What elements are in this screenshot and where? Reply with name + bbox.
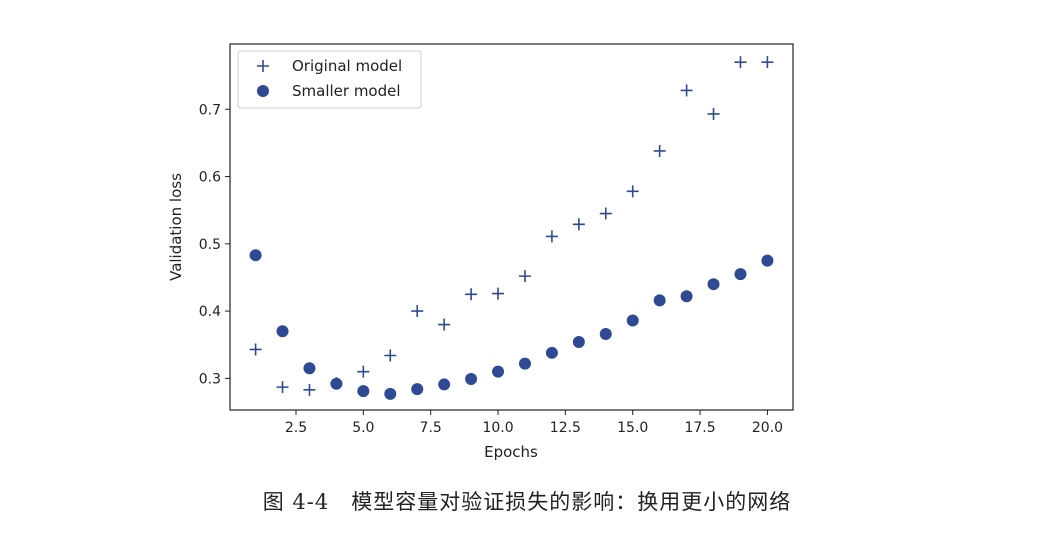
point-smaller-model [761, 254, 774, 267]
legend-marker-smaller-model [257, 85, 269, 97]
x-tick-label: 15.0 [617, 420, 648, 436]
point-smaller-model [653, 294, 666, 307]
point-smaller-model [465, 373, 478, 386]
y-axis: 0.3 0.4 0.5 0.6 0.7 [199, 102, 230, 387]
point-original-model [411, 305, 424, 318]
y-tick-label: 0.3 [199, 371, 221, 387]
point-smaller-model [384, 387, 397, 400]
point-smaller-model [276, 325, 289, 338]
point-smaller-model [411, 383, 424, 396]
point-original-model [761, 56, 774, 69]
series-original-model [249, 56, 774, 396]
x-tick-label: 20.0 [752, 420, 783, 436]
y-tick-label: 0.7 [199, 102, 221, 118]
point-original-model [465, 288, 478, 301]
point-smaller-model [626, 314, 639, 327]
point-smaller-model [330, 377, 343, 390]
point-smaller-model [680, 290, 693, 303]
point-original-model [384, 349, 397, 362]
point-smaller-model [599, 327, 612, 340]
legend-marker-original-model [257, 60, 269, 72]
point-smaller-model [734, 268, 747, 281]
point-smaller-model [249, 249, 262, 262]
series-smaller-model [249, 249, 774, 400]
point-original-model [492, 287, 505, 300]
point-smaller-model [492, 365, 505, 378]
point-original-model [518, 270, 531, 283]
x-axis-label: Epochs [484, 443, 538, 461]
point-smaller-model [518, 357, 531, 370]
point-smaller-model [572, 336, 585, 349]
point-smaller-model [707, 278, 720, 291]
chart: 2.5 5.0 7.5 10.0 12.5 15.0 17.5 20.0 0.30.40.50… [167, 43, 794, 461]
x-tick-label: 10.0 [482, 420, 513, 436]
point-original-model [545, 230, 558, 243]
point-original-model [249, 343, 262, 356]
y-axis-label: Validation loss [167, 173, 185, 281]
point-original-model [653, 144, 666, 157]
point-original-model [438, 318, 451, 331]
point-original-model [572, 218, 585, 231]
point-smaller-model [303, 362, 316, 375]
legend-label-smaller-model: Smaller model [292, 82, 401, 100]
point-smaller-model [357, 385, 370, 398]
point-original-model [303, 383, 316, 396]
y-tick-label: 0.5 [199, 237, 221, 253]
legend-plus-marker [257, 60, 269, 72]
plot-frame [229, 43, 794, 411]
legend-label-original-model: Original model [292, 57, 402, 75]
x-tick-label: 7.5 [420, 420, 442, 436]
legend: Original model Smaller model [237, 50, 422, 109]
y-tick-label: 0.6 [199, 170, 221, 186]
x-tick-label: 12.5 [550, 420, 581, 436]
point-original-model [680, 84, 693, 97]
x-axis: 2.5 5.0 7.5 10.0 12.5 15.0 17.5 20.0 [285, 410, 783, 436]
y-tick-label: 0.4 [199, 304, 221, 320]
point-original-model [357, 365, 370, 378]
legend-circle-marker [257, 85, 269, 97]
x-tick-label: 2.5 [285, 420, 307, 436]
legend-box [237, 50, 422, 109]
data-marks [249, 56, 774, 400]
point-original-model [276, 381, 289, 394]
x-tick-label: 5.0 [352, 420, 374, 436]
point-original-model [707, 107, 720, 120]
point-original-model [626, 185, 639, 198]
point-smaller-model [545, 346, 558, 359]
point-smaller-model [438, 378, 451, 391]
point-original-model [599, 207, 612, 220]
point-original-model [734, 56, 747, 69]
x-tick-label: 17.5 [684, 420, 715, 436]
figure-caption: 图 4-4 模型容量对验证损失的影响：换用更小的网络 [262, 490, 792, 514]
